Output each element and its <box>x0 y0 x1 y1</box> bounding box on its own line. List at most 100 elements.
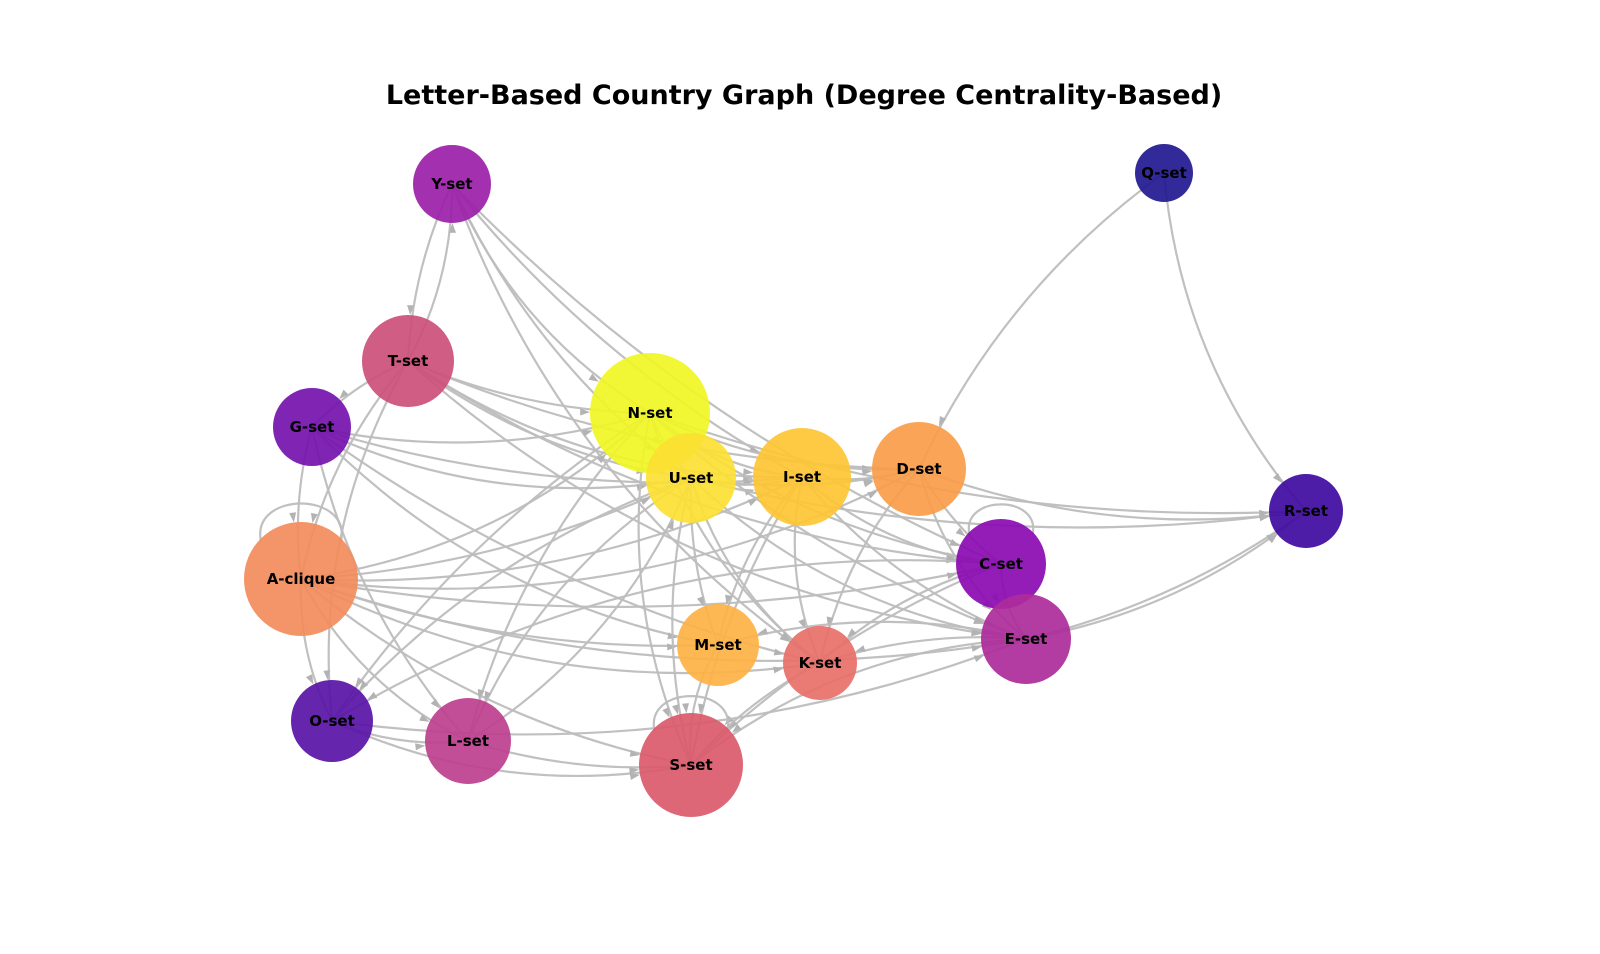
arrowhead-icon <box>305 674 314 685</box>
node-label: Q-set <box>1141 164 1187 182</box>
node-i[interactable]: I-set <box>753 428 851 526</box>
node-label: T-set <box>388 352 429 370</box>
arrowhead-icon <box>728 719 738 729</box>
nodes-layer: Y-set Q-set T-set G-set N-set U-set I-set D-set… <box>244 144 1343 817</box>
arrowhead-icon <box>1272 473 1282 483</box>
arrowhead-icon <box>367 691 378 700</box>
node-u[interactable]: U-set <box>646 433 736 523</box>
arrowhead-icon <box>629 749 640 757</box>
edge-q-d <box>918 172 1165 470</box>
arrowhead-icon <box>731 723 742 733</box>
arrowhead-icon <box>1259 514 1270 522</box>
arrowhead-icon <box>862 468 873 476</box>
arrowhead-icon <box>863 480 874 488</box>
arrowhead-icon <box>629 767 640 775</box>
node-c[interactable]: C-set <box>956 519 1046 609</box>
arrowhead-icon <box>430 698 440 709</box>
self-loop-s <box>652 695 730 732</box>
arrowhead-icon <box>477 688 485 700</box>
edge-u-l <box>466 477 692 742</box>
arrowhead-icon <box>289 512 297 523</box>
arrowhead-icon <box>682 703 690 714</box>
arrowhead-icon <box>672 704 679 715</box>
node-circle[interactable] <box>425 698 511 784</box>
arrowhead-icon <box>973 615 985 623</box>
node-r[interactable]: R-set <box>1269 474 1343 548</box>
arrowhead-icon <box>339 389 349 400</box>
node-circle[interactable] <box>1269 474 1343 548</box>
node-l[interactable]: L-set <box>425 698 511 784</box>
node-circle[interactable] <box>646 433 736 523</box>
arrowhead-icon <box>1267 534 1278 544</box>
node-label: L-set <box>447 732 489 750</box>
node-t[interactable]: T-set <box>362 315 454 407</box>
edge-a-c <box>300 562 1002 609</box>
edge-e-r <box>1025 510 1307 641</box>
node-a[interactable]: A-clique <box>244 522 358 636</box>
node-o[interactable]: O-set <box>291 680 373 762</box>
node-label: Y-set <box>430 175 472 193</box>
arrowhead-icon <box>973 655 985 663</box>
arrowhead-icon <box>666 519 674 530</box>
node-circle[interactable] <box>872 422 966 516</box>
arrowhead-icon <box>780 631 791 641</box>
edge-n-r <box>649 411 1307 515</box>
node-circle[interactable] <box>273 388 351 466</box>
edge-g-m <box>311 426 719 647</box>
node-circle[interactable] <box>956 519 1046 609</box>
node-circle[interactable] <box>1135 144 1193 202</box>
node-circle[interactable] <box>244 522 358 636</box>
node-label: O-set <box>309 712 355 730</box>
arrowhead-icon <box>310 512 318 524</box>
arrowhead-icon <box>773 666 784 674</box>
arrowhead-icon <box>698 703 705 714</box>
arrowhead-icon <box>407 305 415 316</box>
edge-a-u <box>300 477 692 581</box>
node-circle[interactable] <box>783 626 857 700</box>
arrowhead-icon <box>415 743 426 751</box>
arrowhead-icon <box>323 670 331 681</box>
node-label: I-set <box>783 468 821 486</box>
node-label: N-set <box>627 404 672 422</box>
arrowhead-icon <box>355 677 364 688</box>
arrowhead-icon <box>949 539 960 547</box>
arrowhead-icon <box>596 454 607 464</box>
node-label: K-set <box>799 654 842 672</box>
self-loop-a <box>259 502 343 543</box>
node-circle[interactable] <box>291 680 373 762</box>
arrowhead-icon <box>938 416 947 427</box>
node-circle[interactable] <box>413 145 491 223</box>
edge-e-r <box>1025 510 1307 641</box>
edge-n-o <box>331 412 651 722</box>
node-label: M-set <box>694 636 741 654</box>
arrowhead-icon <box>955 527 966 537</box>
node-e[interactable]: E-set <box>981 594 1071 684</box>
figure-title: Letter-Based Country Graph (Degree Centr… <box>386 80 1222 111</box>
node-label: R-set <box>1284 502 1328 520</box>
node-g[interactable]: G-set <box>273 388 351 466</box>
node-circle[interactable] <box>753 428 851 526</box>
node-s[interactable]: S-set <box>639 713 743 817</box>
node-label: D-set <box>896 460 941 478</box>
node-y[interactable]: Y-set <box>413 145 491 223</box>
arrowhead-icon <box>867 490 878 499</box>
arrowhead-icon <box>588 373 599 382</box>
arrowhead-icon <box>580 408 591 416</box>
arrowhead-icon <box>484 690 492 702</box>
node-circle[interactable] <box>677 604 759 686</box>
node-d[interactable]: D-set <box>872 422 966 516</box>
node-circle[interactable] <box>639 713 743 817</box>
node-label: C-set <box>979 555 1023 573</box>
node-k[interactable]: K-set <box>783 626 857 700</box>
edge-c-o <box>331 559 1002 722</box>
node-circle[interactable] <box>981 594 1071 684</box>
edge-q-r <box>1162 172 1307 512</box>
node-q[interactable]: Q-set <box>1135 144 1193 202</box>
arrowhead-icon <box>582 429 593 437</box>
arrowhead-icon <box>747 498 758 506</box>
arrowhead-icon <box>855 645 866 652</box>
node-m[interactable]: M-set <box>677 604 759 686</box>
arrowhead-icon <box>662 707 670 718</box>
node-circle[interactable] <box>362 315 454 407</box>
